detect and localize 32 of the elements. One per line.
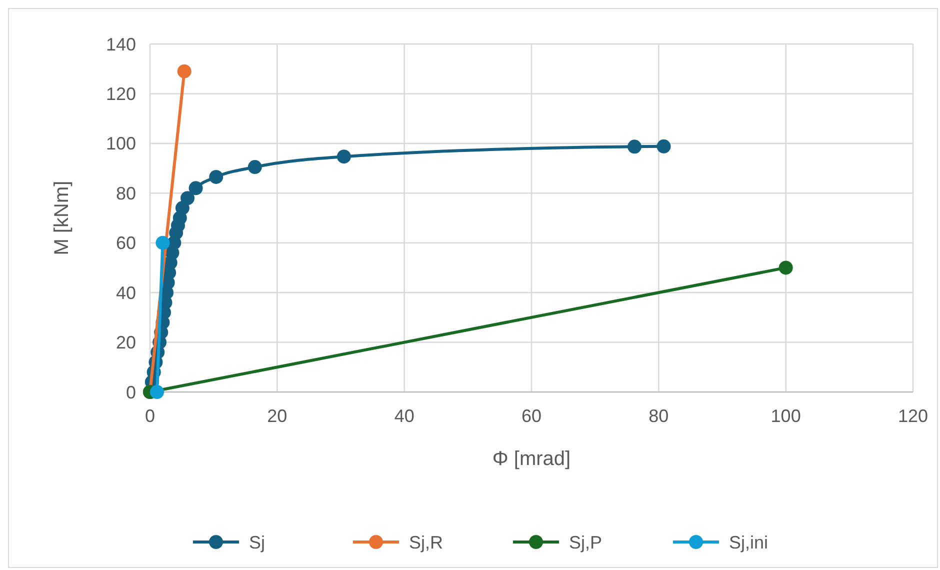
point xyxy=(177,64,192,78)
point xyxy=(188,181,203,196)
legend-label: Sj xyxy=(249,532,266,552)
point xyxy=(180,191,195,206)
point xyxy=(156,236,170,250)
y-tick-label: 20 xyxy=(116,332,136,353)
x-tick-label: 80 xyxy=(648,406,669,426)
y-tick-label: 120 xyxy=(106,84,136,104)
point xyxy=(656,139,671,154)
y-tick-label: 100 xyxy=(106,134,136,154)
legend-label: Sj,ini xyxy=(729,532,768,552)
y-tick-label: 80 xyxy=(116,183,136,204)
x-tick-label: 100 xyxy=(770,406,801,426)
x-tick-label: 40 xyxy=(394,406,414,426)
point xyxy=(248,160,262,174)
legend-label: Sj,P xyxy=(569,532,602,552)
y-tick-label: 140 xyxy=(106,34,136,54)
legend-label: Sj,R xyxy=(409,532,444,552)
point xyxy=(628,140,642,154)
y-tick-label: 60 xyxy=(116,233,136,254)
x-axis-title: Φ [mrad] xyxy=(492,448,571,470)
point xyxy=(209,170,224,184)
x-tick-label: 20 xyxy=(267,406,288,426)
y-axis-title: M [kNm] xyxy=(51,180,73,256)
point xyxy=(778,260,793,275)
point xyxy=(150,385,164,399)
x-tick-label: 60 xyxy=(521,406,542,426)
y-tick-label: 0 xyxy=(126,382,136,402)
y-tick-label: 40 xyxy=(116,282,136,303)
point xyxy=(336,150,351,164)
x-tick-label: 0 xyxy=(144,406,156,426)
x-tick-label: 120 xyxy=(898,406,928,426)
